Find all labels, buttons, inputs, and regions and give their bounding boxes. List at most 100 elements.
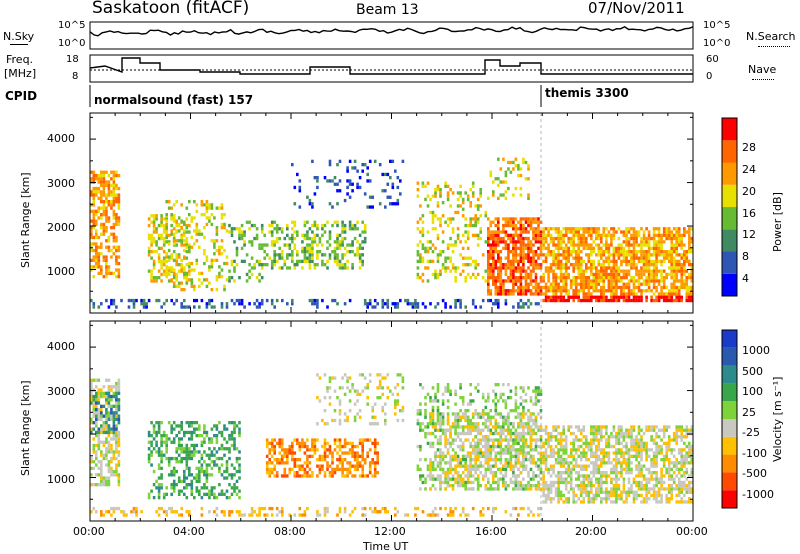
range-cell [275,441,279,445]
range-cell [524,392,528,396]
range-cell [456,431,460,436]
range-cell [675,269,678,273]
range-cell [507,428,510,432]
range-cell [225,229,229,233]
range-cell [326,220,329,224]
range-cell [622,269,626,273]
range-cell [90,180,93,184]
range-cell [341,386,344,390]
range-cell [147,217,151,221]
range-cell [635,253,638,257]
range-cell [105,421,108,425]
range-cell [208,492,211,496]
range-cell [431,467,435,471]
range-cell [165,259,168,263]
range-cell [476,441,480,445]
range-cell [683,269,686,273]
range-cell [152,447,156,451]
range-cell [263,256,266,260]
range-cell [605,266,608,270]
range-cell [451,438,455,442]
range-cell [559,236,563,241]
range-cell [107,193,111,197]
range-cell [180,460,183,464]
range-cell [492,259,495,263]
range-cell [652,272,656,277]
range-cell [92,177,96,181]
range-cell [117,173,121,178]
range-cell [429,302,432,306]
range-cell [275,298,279,303]
range-cell [645,259,648,263]
range-cell [283,236,287,241]
range-cell [92,450,96,454]
range-cell [105,414,108,418]
range-cell [557,236,560,241]
range-cell [100,226,103,230]
range-cell [198,284,201,288]
range-cell [210,466,214,470]
range-cell [115,385,118,389]
range-cell [185,447,189,451]
range-cell [592,246,596,250]
range-cell [338,179,342,183]
range-cell [464,425,467,429]
range-cell [356,444,359,449]
range-cell [193,305,196,309]
range-cell [471,223,475,228]
range-cell [162,250,166,254]
range-cell [97,391,101,395]
range-cell [351,250,354,254]
range-cell [650,236,653,241]
range-cell [429,461,432,465]
range-cell [185,456,189,461]
range-cell [492,236,495,241]
range-cell [685,282,689,286]
range-cell [431,227,435,231]
range-cell [454,402,457,406]
range-cell [547,276,550,280]
range-cell [499,448,503,452]
range-cell [597,227,601,231]
range-cell [92,408,96,412]
range-cell [487,448,490,452]
range-cell [527,177,530,181]
range-cell [544,233,548,237]
range-cell [502,383,505,387]
range-cell [524,276,528,280]
range-cell [328,159,332,163]
range-cell [600,279,603,283]
range-cell [117,378,121,382]
range-cell [366,205,369,209]
range-cell [509,389,513,393]
range-cell [431,386,435,390]
range-cell [250,243,254,247]
range-cell [512,425,515,429]
range-cell [492,425,495,429]
range-cell [343,444,347,449]
range-cell [100,265,103,269]
range-cell [562,227,565,231]
range-cell [662,298,666,303]
range-cell [592,279,596,283]
range-cell [579,282,583,286]
range-cell [471,272,475,277]
range-cell [205,278,209,282]
range-cell [333,253,337,257]
range-cell [92,235,96,240]
range-cell [210,265,214,269]
range-cell [273,451,276,455]
range-cell [517,487,520,491]
range-cell [441,480,445,485]
range-cell [303,236,307,241]
range-cell [107,394,111,399]
range-cell [188,272,191,277]
range-cell [494,217,498,221]
range-cell [587,266,591,270]
range-cell [152,276,156,280]
range-cell [203,460,206,464]
range-cell [303,220,307,224]
range-cell [286,461,289,465]
range-cell [323,454,327,458]
range-cell [160,483,163,487]
